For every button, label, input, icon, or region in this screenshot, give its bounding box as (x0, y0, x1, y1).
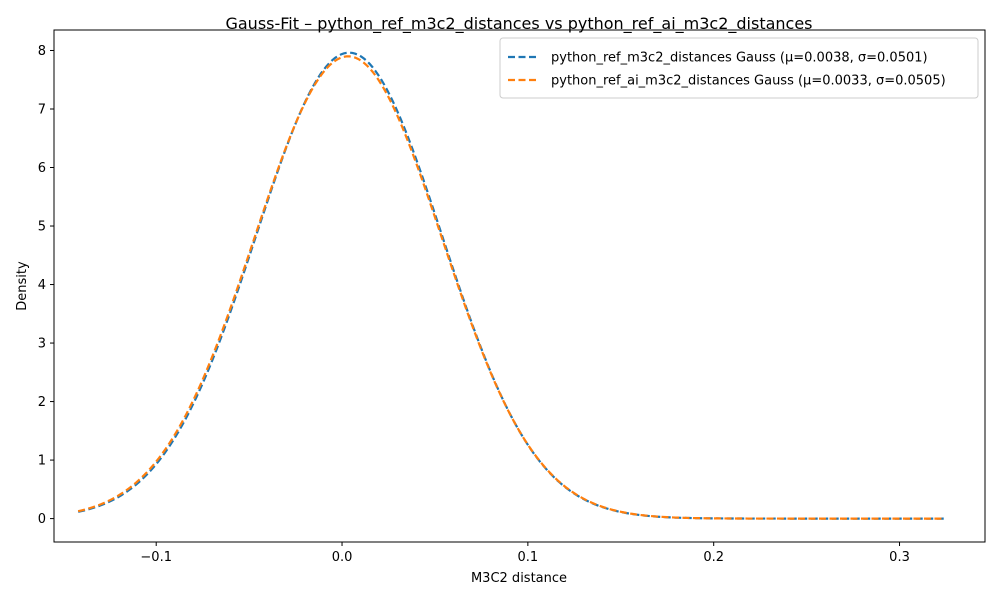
legend: python_ref_m3c2_distances Gauss (μ=0.003… (499, 37, 979, 99)
y-axis-label: Density (15, 261, 30, 311)
y-tick-label: 0 (38, 512, 46, 527)
y-tick-label: 6 (38, 161, 46, 176)
plot-frame (53, 29, 986, 543)
legend-label-2: python_ref_ai_m3c2_distances Gauss (μ=0.… (551, 74, 946, 89)
plot-lines (77, 51, 945, 520)
chart-title: Gauss-Fit – python_ref_m3c2_distances vs… (225, 14, 812, 34)
x-tick-label: 0.0 (332, 550, 353, 565)
x-tick-label: 0.3 (889, 550, 910, 565)
y-tick-label: 7 (38, 102, 46, 117)
series-line-1 (77, 51, 945, 520)
legend-box (499, 37, 979, 99)
y-tick-label: 5 (38, 220, 46, 235)
x-tick-label: 0.2 (703, 550, 724, 565)
x-axis: −0.1 0.0 0.1 0.2 0.3 (140, 542, 910, 565)
y-tick-label: 1 (38, 454, 46, 469)
x-tick-label: 0.1 (518, 550, 539, 565)
x-axis-label: M3C2 distance (471, 571, 567, 586)
series-line-2 (77, 55, 945, 520)
y-tick-label: 3 (38, 337, 46, 352)
legend-label-1: python_ref_m3c2_distances Gauss (μ=0.003… (551, 51, 928, 66)
y-tick-label: 8 (38, 44, 46, 59)
y-tick-label: 4 (38, 278, 46, 293)
x-tick-label: −0.1 (140, 550, 172, 565)
y-axis: 0 1 2 3 4 5 6 7 8 (38, 44, 54, 527)
y-tick-label: 2 (38, 395, 46, 410)
